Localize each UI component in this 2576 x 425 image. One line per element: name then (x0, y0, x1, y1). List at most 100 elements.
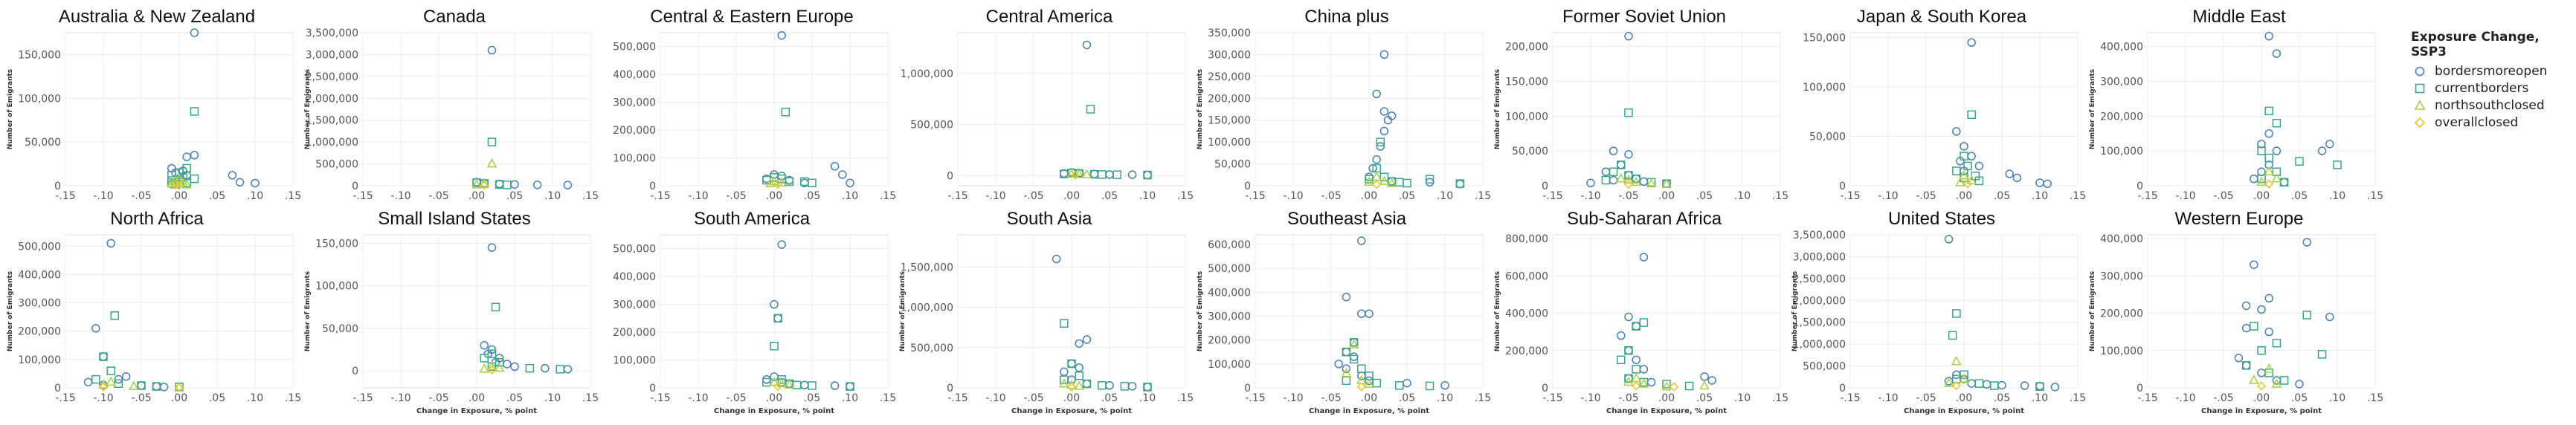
y-tick-label: 0 (1244, 383, 1251, 395)
x-tick-label: .10 (2329, 392, 2345, 404)
panel-title: Central America (986, 7, 1113, 27)
point-currentborders (525, 363, 535, 373)
point-currentborders (1425, 175, 1434, 184)
point-currentborders (2035, 382, 2044, 391)
point-bordersmoreopen (777, 240, 786, 249)
chart-panel: Western Europe -.15 -.10 -.05 .00 .05 .10 .15 0 1… (2089, 209, 2383, 415)
y-axis-title: Number of Emigrants (2089, 69, 2096, 149)
x-tick-label: -.05 (1618, 392, 1638, 404)
point-northsouthclosed (1059, 378, 1069, 388)
point-bordersmoreopen (1082, 40, 1092, 50)
point-currentborders (1357, 364, 1366, 373)
point-bordersmoreopen (838, 170, 847, 179)
point-bordersmoreopen (563, 181, 573, 189)
point-bordersmoreopen (532, 181, 542, 189)
x-tick-label: .10 (1437, 392, 1453, 404)
y-tick-label: 50,000 (322, 323, 358, 335)
point-currentborders (190, 107, 199, 116)
point-bordersmoreopen (1425, 178, 1434, 187)
chart-panel: South America -.15 -.10 -.05 .00 .05 .10 .15 0 10… (613, 209, 896, 415)
point-northsouthclosed (479, 363, 489, 373)
point-bordersmoreopen (1586, 178, 1595, 188)
x-tick-label: .00 (468, 190, 485, 202)
x-tick-label: .10 (2032, 392, 2048, 404)
point-bordersmoreopen (2325, 140, 2334, 149)
point-bordersmoreopen (1372, 89, 1381, 99)
x-tick-label: .00 (171, 190, 187, 202)
point-currentborders (182, 163, 191, 173)
x-tick-label: -.10 (93, 190, 113, 202)
y-tick-label: 400,000 (18, 269, 61, 281)
x-tick-label: .00 (766, 190, 782, 202)
x-tick-label: -.15 (1840, 392, 1860, 404)
y-tick-label: 150,000 (1208, 115, 1251, 127)
point-bordersmoreopen (190, 28, 199, 37)
x-tick-label: .05 (804, 190, 820, 202)
point-overallclosed (1623, 180, 1634, 189)
x-tick-label: .00 (1063, 392, 1080, 404)
x-tick-label: .10 (842, 190, 858, 202)
x-tick-label: -.05 (428, 190, 448, 202)
point-northsouthclosed (1379, 175, 1390, 185)
point-bordersmoreopen (1952, 127, 1961, 136)
x-tick-label: -.05 (1916, 392, 1936, 404)
point-bordersmoreopen (1349, 352, 1359, 361)
y-axis-title: Number of Emigrants (2089, 271, 2096, 351)
x-tick-label: -.05 (726, 392, 746, 404)
point-currentborders (1143, 170, 1152, 180)
x-tick-label: .10 (2032, 190, 2048, 202)
y-tick-label: 2,500,000 (306, 71, 358, 83)
point-currentborders (1060, 319, 1069, 328)
legend-item-northsouthclosed: northsouthclosed (2411, 97, 2576, 114)
point-bordersmoreopen (2241, 301, 2251, 311)
x-tick-label: .15 (1177, 190, 1194, 202)
y-tick-label: 3,000,000 (306, 49, 358, 61)
point-currentborders (91, 374, 100, 384)
point-northsouthclosed (1959, 373, 1969, 383)
y-tick-label: 200,000 (613, 327, 656, 339)
point-currentborders (1098, 170, 1107, 179)
y-axis-title: Number of Emigrants (7, 69, 14, 149)
point-currentborders (1617, 160, 1626, 169)
chart-panel: Australia & New Zealand -.15 -.10 -.05 .00 .0… (7, 7, 301, 202)
y-tick-label: 500,000 (910, 343, 953, 354)
y-tick-label: 400,000 (1208, 287, 1251, 299)
point-bordersmoreopen (190, 151, 199, 160)
point-currentborders (1974, 379, 1984, 388)
point-overallclosed (773, 382, 783, 392)
chart-panel: Middle East -.15 -.10 -.05 .00 .05 .10 .15 0 100,… (2089, 7, 2383, 202)
panel-title: Western Europe (2175, 209, 2304, 229)
point-overallclosed (174, 181, 184, 190)
point-northsouthclosed (1959, 170, 1969, 180)
panel-title: South America (694, 209, 811, 229)
point-currentborders (2279, 376, 2289, 385)
point-overallclosed (174, 383, 184, 392)
x-tick-label: -.10 (985, 392, 1005, 404)
point-bordersmoreopen (1646, 377, 1656, 387)
point-bordersmoreopen (1967, 379, 1976, 388)
y-tick-label: 0 (947, 170, 953, 182)
point-bordersmoreopen (2302, 238, 2311, 247)
chart-panel: Small Island States -.15 -.10 -.05 .00 .05 .10… (304, 209, 599, 415)
diamond-marker-icon (2414, 117, 2426, 128)
y-tick-label: 300,000 (613, 299, 656, 311)
point-bordersmoreopen (2043, 179, 2052, 189)
point-currentborders (487, 137, 497, 146)
x-tick-label: -.10 (93, 392, 113, 404)
point-currentborders (1060, 169, 1069, 178)
y-axis-title: Number of Emigrants (1494, 271, 1501, 351)
y-tick-label: 100,000 (18, 93, 61, 105)
point-northsouthclosed (2264, 166, 2274, 176)
x-tick-label: .05 (506, 190, 523, 202)
point-currentborders (1342, 376, 1351, 386)
point-bordersmoreopen (2264, 129, 2273, 138)
y-tick-label: 50,000 (1214, 159, 1251, 171)
point-currentborders (2333, 160, 2342, 169)
y-tick-label: 100,000 (613, 355, 656, 367)
point-northsouthclosed (1348, 339, 1359, 348)
point-currentborders (1112, 170, 1121, 179)
point-bordersmoreopen (1617, 160, 1626, 169)
point-currentborders (2264, 153, 2273, 163)
point-bordersmoreopen (2257, 305, 2266, 314)
x-tick-label: .00 (2253, 190, 2270, 202)
